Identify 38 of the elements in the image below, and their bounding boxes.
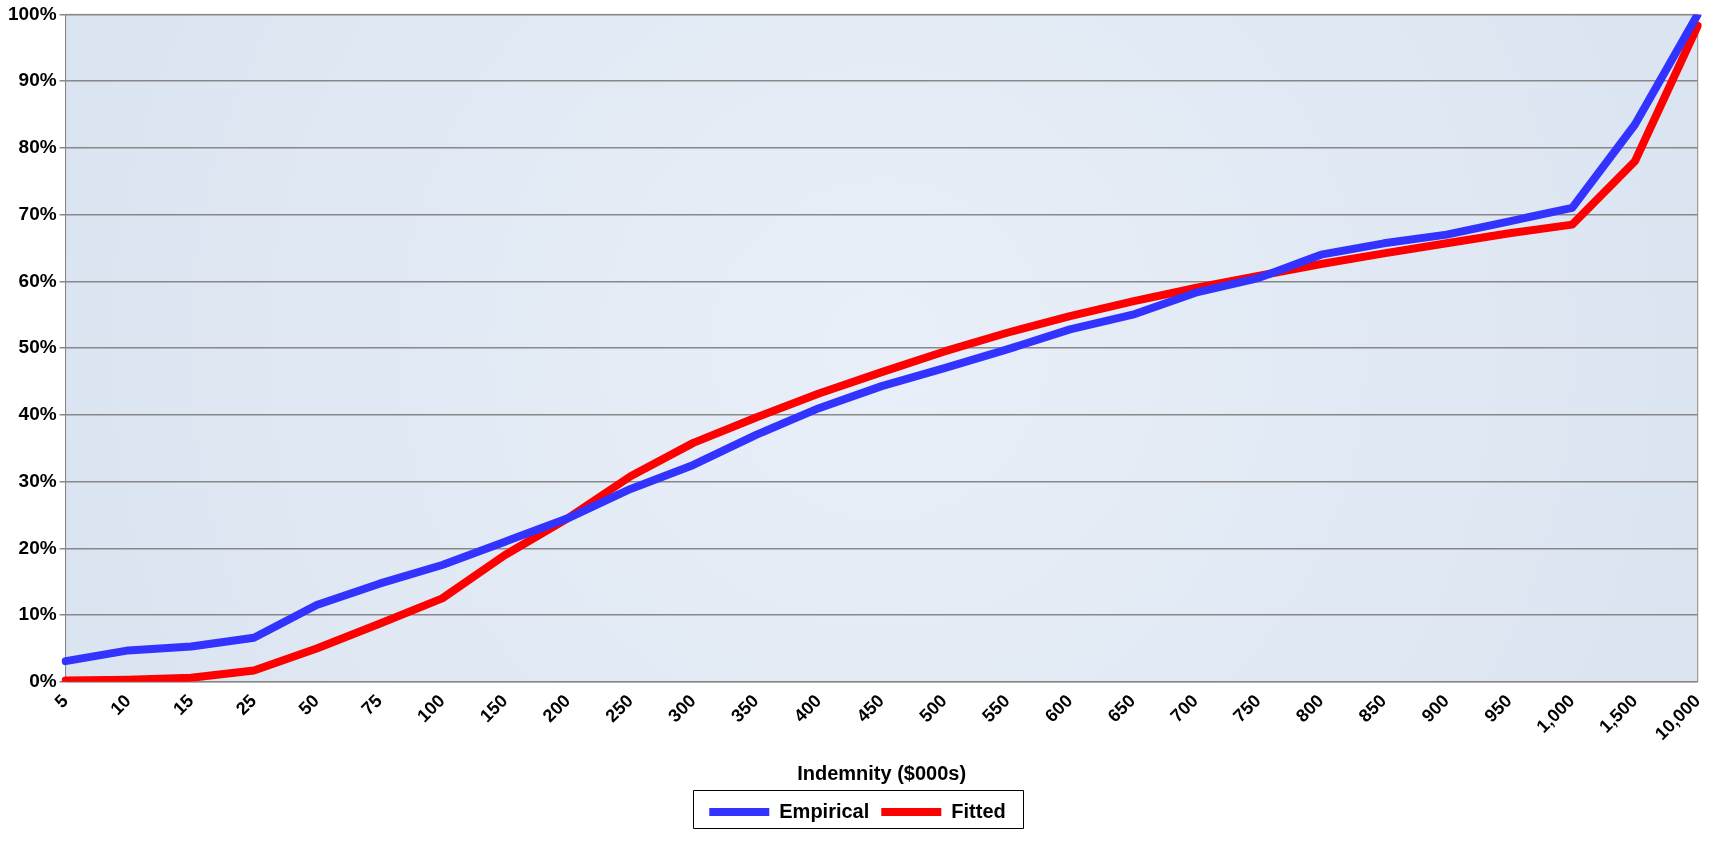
x-tick-label: 300 xyxy=(664,690,700,727)
x-tick-label: 500 xyxy=(915,690,951,727)
x-tick-label: 550 xyxy=(978,690,1014,727)
x-tick-label: 650 xyxy=(1103,690,1140,727)
legend-label: Empirical xyxy=(779,799,870,822)
y-tick-label: 80% xyxy=(18,136,57,158)
y-tick-label: 100% xyxy=(7,2,57,24)
y-tick-label: 20% xyxy=(18,536,57,558)
x-tick-label: 250 xyxy=(601,690,637,727)
y-tick-label: 70% xyxy=(18,202,57,224)
x-tick-label: 5 xyxy=(50,690,72,712)
x-tick-label: 100 xyxy=(413,690,449,727)
y-tick-label: 50% xyxy=(18,336,57,358)
x-tick-label: 750 xyxy=(1229,690,1265,727)
x-tick-label: 950 xyxy=(1480,690,1516,727)
x-tick-label: 900 xyxy=(1417,690,1453,727)
x-axis-title: Indemnity ($000s) xyxy=(797,761,967,784)
x-tick-label: 25 xyxy=(231,690,261,719)
x-tick-label: 50 xyxy=(294,690,324,719)
x-tick-label: 200 xyxy=(538,690,575,727)
y-tick-label: 90% xyxy=(18,69,57,91)
x-tick-label: 600 xyxy=(1040,690,1077,727)
x-tick-label: 450 xyxy=(852,690,888,727)
y-tick-label: 0% xyxy=(29,670,57,692)
legend-label: Fitted xyxy=(951,799,1006,822)
y-tick-label: 10% xyxy=(18,603,57,625)
x-tick-label: 75 xyxy=(357,690,386,719)
x-tick-label: 700 xyxy=(1166,690,1202,727)
x-tick-label: 800 xyxy=(1292,690,1328,727)
x-tick-label: 10 xyxy=(106,690,135,719)
y-tick-label: 30% xyxy=(18,469,57,491)
x-tick-label: 850 xyxy=(1354,690,1391,727)
x-tick-label: 150 xyxy=(475,690,512,727)
x-tick-label: 15 xyxy=(169,690,198,719)
x-tick-label: 350 xyxy=(727,690,763,727)
y-tick-label: 40% xyxy=(18,403,57,425)
x-tick-label: 400 xyxy=(789,690,826,727)
y-tick-label: 60% xyxy=(18,269,57,291)
